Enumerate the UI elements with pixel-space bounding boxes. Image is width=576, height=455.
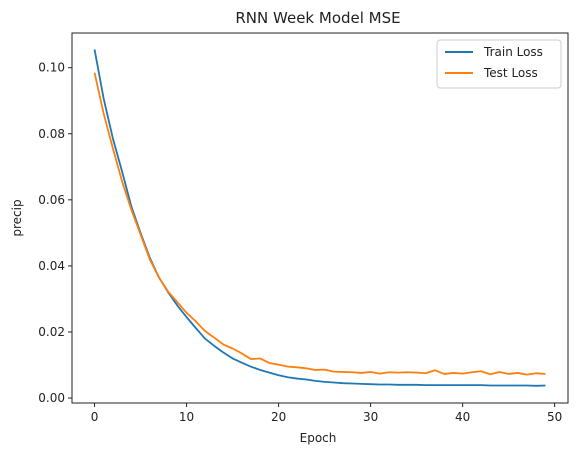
series-layer	[93, 49, 546, 387]
x-tick-label: 40	[455, 410, 470, 424]
x-tick-label: 10	[179, 410, 194, 424]
y-axis-ticks: 0.00 0.02 0.04 0.06 0.08 0.10	[38, 61, 72, 405]
x-tick-label: 30	[363, 410, 378, 424]
legend-label-train-loss: Train Loss	[483, 45, 543, 59]
x-tick-label: 50	[547, 410, 562, 424]
y-tick-label: 0.04	[38, 259, 65, 273]
y-axis-label: precip	[10, 199, 24, 236]
x-tick-label: 0	[91, 410, 99, 424]
legend-label-test-loss: Test Loss	[483, 66, 538, 80]
y-tick-label: 0.10	[38, 61, 65, 75]
x-axis-label: Epoch	[300, 431, 337, 445]
legend: Train Loss Test Loss	[436, 39, 562, 89]
y-tick-label: 0.00	[38, 391, 65, 405]
chart-title: RNN Week Model MSE	[235, 9, 400, 27]
y-tick-label: 0.02	[38, 325, 65, 339]
y-tick-label: 0.08	[38, 127, 65, 141]
plot-frame	[71, 32, 569, 404]
x-tick-label: 20	[271, 410, 286, 424]
x-axis-ticks: 0 10 20 30 40 50	[91, 403, 562, 424]
y-tick-label: 0.06	[38, 193, 65, 207]
plot-area	[72, 33, 568, 403]
series-line-test-loss	[93, 72, 546, 376]
